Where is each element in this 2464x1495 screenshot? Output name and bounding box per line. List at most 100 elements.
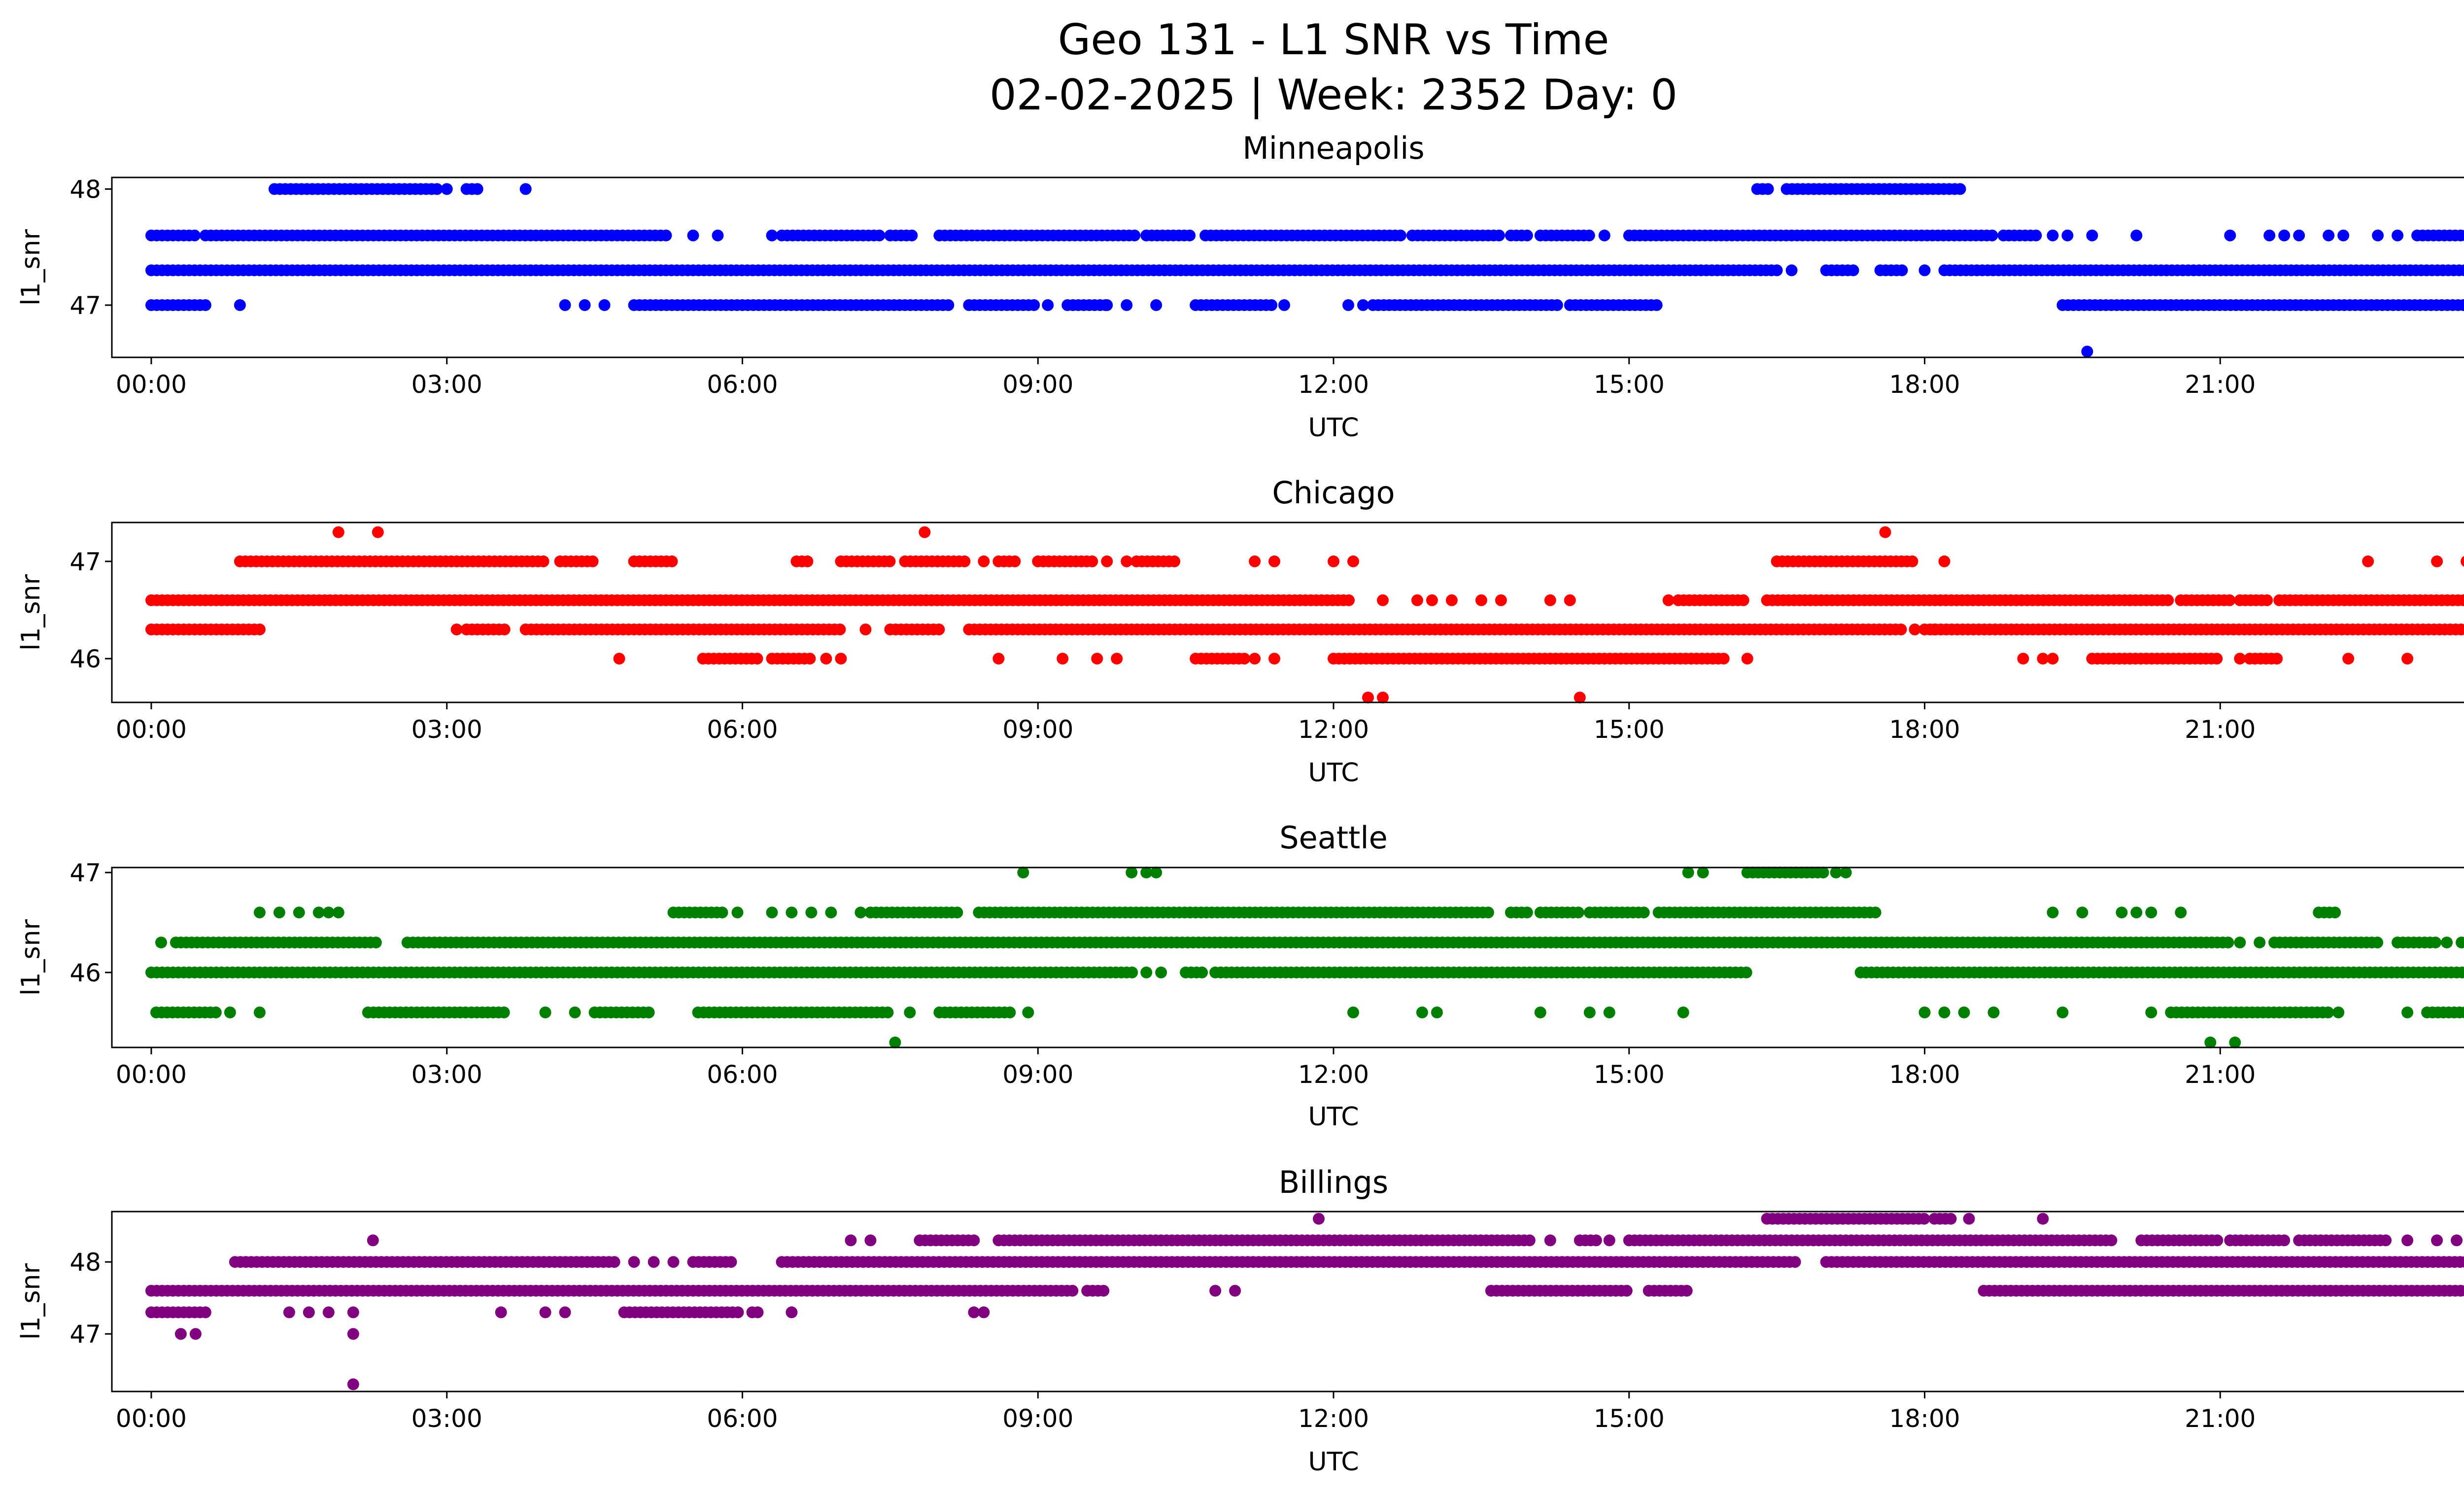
data-point — [1209, 1285, 1222, 1297]
subplot-billings: Billings 00:00 03:00 06:00 09:00 12:00 15:00 1… — [16, 1164, 2464, 1477]
data-point — [2130, 906, 2143, 919]
data-point — [1426, 594, 1438, 606]
data-point — [1268, 555, 1280, 567]
x-tick-label: 00:00 — [116, 370, 187, 399]
data-point — [1938, 555, 1951, 567]
data-point — [2261, 594, 2273, 606]
data-point — [2461, 556, 2464, 567]
data-point — [2459, 264, 2464, 277]
scatter-points — [145, 867, 2464, 1048]
data-point — [667, 1256, 680, 1268]
data-point — [968, 1306, 980, 1319]
data-point — [253, 1007, 266, 1018]
data-point — [293, 906, 305, 919]
data-point — [2047, 906, 2059, 919]
data-point — [1740, 966, 1752, 978]
data-point — [1347, 1007, 1359, 1018]
data-point — [804, 653, 816, 665]
data-point — [2278, 229, 2291, 242]
data-point — [559, 1306, 571, 1319]
data-point — [2342, 653, 2355, 665]
data-point — [559, 299, 571, 311]
x-tick-label: 00:00 — [116, 715, 187, 744]
data-point — [1840, 867, 1852, 879]
x-tick-label: 06:00 — [707, 1060, 778, 1089]
data-point — [805, 906, 818, 919]
data-point — [2329, 906, 2341, 919]
x-tick-label: 03:00 — [411, 1404, 482, 1433]
data-point — [2430, 937, 2442, 949]
data-point — [367, 1234, 379, 1247]
data-point — [1551, 299, 1563, 311]
data-point — [845, 1234, 857, 1247]
data-point — [199, 1306, 211, 1319]
x-tick-label: 12:00 — [1298, 1060, 1369, 1089]
data-point — [1042, 299, 1054, 311]
data-point — [253, 624, 266, 635]
data-point — [1196, 966, 1208, 978]
data-point — [919, 526, 931, 538]
data-point — [2461, 624, 2464, 635]
x-axis-label: UTC — [1308, 758, 1359, 788]
data-point — [2204, 1036, 2217, 1048]
scatter-points — [145, 183, 2464, 358]
data-point — [1521, 229, 1533, 242]
data-point — [1697, 867, 1709, 879]
x-tick-label: 06:00 — [707, 715, 778, 744]
data-point — [2460, 230, 2464, 241]
data-point — [1564, 594, 1576, 606]
data-point — [2401, 1007, 2414, 1018]
data-point — [1906, 555, 1918, 567]
y-axis-label: l1_snr — [16, 1263, 46, 1340]
data-point — [2371, 937, 2384, 949]
data-point — [1682, 867, 1694, 879]
data-point — [1268, 653, 1280, 665]
data-point — [855, 906, 867, 919]
data-point — [431, 183, 443, 195]
data-point — [825, 906, 837, 919]
data-point — [2271, 653, 2283, 665]
tick-marks: 00:00 03:00 06:00 09:00 12:00 15:00 18:00 21:00… — [69, 859, 2256, 1089]
data-point — [2037, 653, 2049, 665]
data-point — [1847, 264, 1859, 277]
data-point — [1986, 229, 1998, 242]
x-tick-label: 09:00 — [1002, 1404, 1073, 1433]
data-point — [1590, 1234, 1602, 1247]
y-axis-label: l1_snr — [16, 574, 46, 651]
x-tick-label: 00:00 — [116, 1060, 187, 1089]
data-point — [958, 555, 971, 567]
subplot-title: Minneapolis — [1242, 130, 1425, 166]
x-tick-label: 18:00 — [1889, 1060, 1960, 1089]
data-point — [1918, 1213, 1930, 1225]
data-point — [1017, 867, 1029, 879]
data-point — [2222, 937, 2234, 949]
data-point — [498, 1007, 510, 1018]
data-point — [2061, 229, 2074, 242]
data-point — [2047, 229, 2059, 242]
data-point — [2372, 229, 2384, 242]
data-point — [441, 183, 453, 195]
data-point — [1249, 555, 1261, 567]
data-point — [2456, 937, 2464, 949]
data-point — [2211, 1234, 2224, 1247]
data-point — [2431, 1234, 2443, 1247]
data-point — [2380, 1234, 2392, 1247]
data-point — [1869, 906, 1882, 919]
data-point — [2401, 653, 2414, 665]
data-point — [539, 1306, 551, 1319]
data-point — [2337, 229, 2350, 242]
data-point — [2362, 555, 2374, 567]
data-point — [1717, 653, 1730, 665]
y-tick-label: 47 — [69, 548, 101, 576]
data-point — [951, 906, 963, 919]
data-point — [1111, 653, 1123, 665]
data-point — [1278, 299, 1290, 311]
data-point — [347, 1378, 359, 1391]
data-point — [1101, 299, 1113, 311]
data-point — [2254, 937, 2266, 949]
x-tick-label: 03:00 — [411, 715, 482, 744]
data-point — [519, 183, 532, 195]
tick-marks: 00:00 03:00 06:00 09:00 12:00 15:00 18:00 21:00… — [69, 1248, 2256, 1433]
data-point — [1662, 594, 1675, 606]
data-point — [586, 555, 599, 567]
